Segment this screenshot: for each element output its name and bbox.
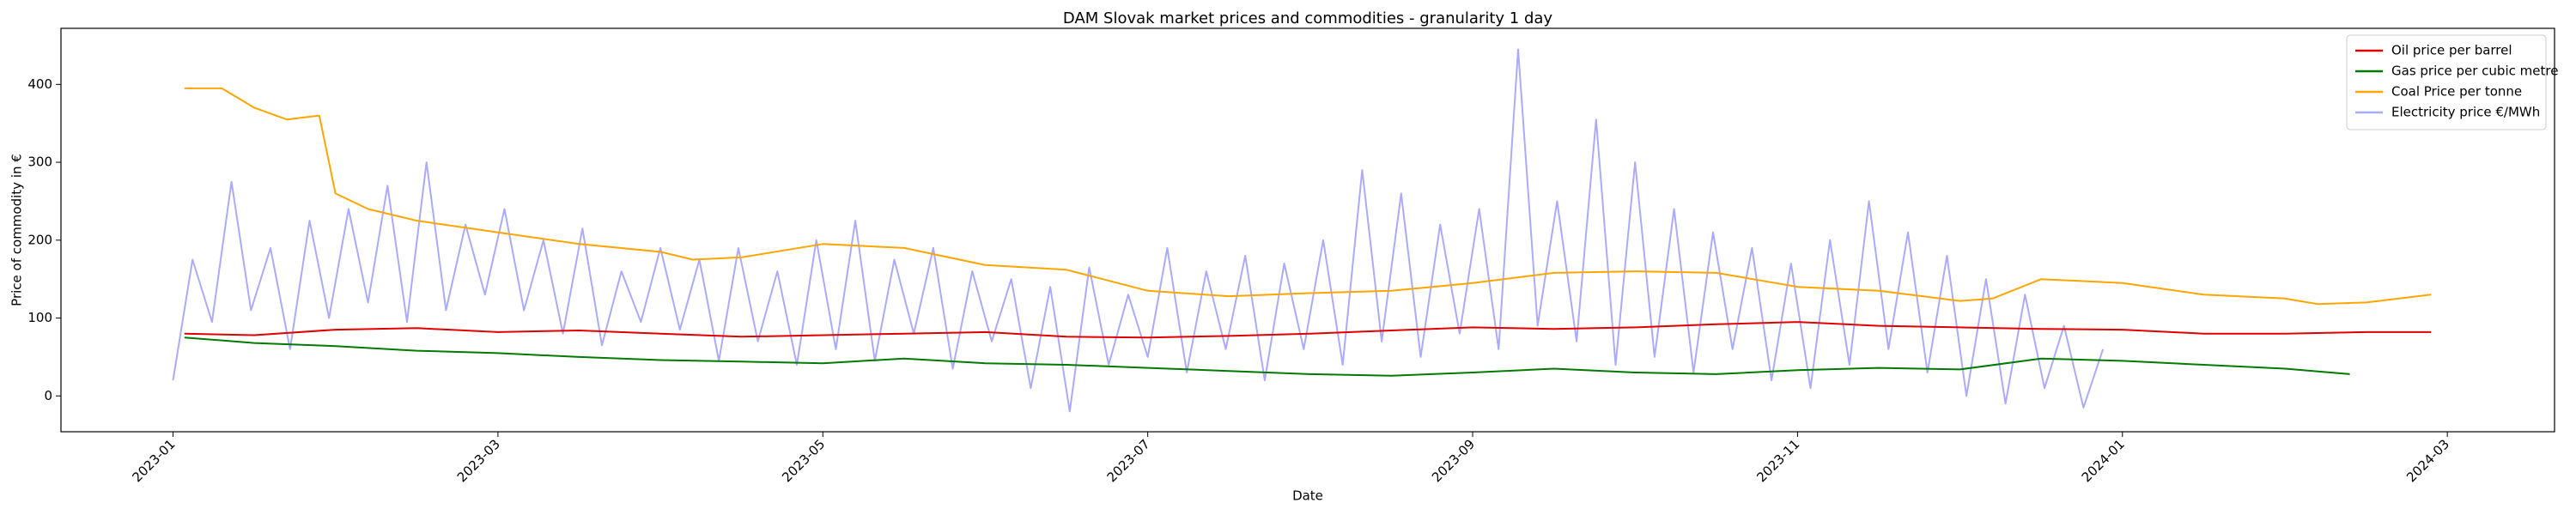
x-axis-label: Date (1292, 488, 1323, 504)
x-tick-label: 2023-11 (1753, 436, 1802, 485)
chart-title: DAM Slovak market prices and commodities… (1063, 9, 1552, 27)
legend-label: Oil price per barrel (2391, 43, 2512, 58)
y-tick-label: 0 (44, 388, 52, 403)
x-tick-label: 2023-03 (454, 436, 503, 485)
x-tick-label: 2023-07 (1104, 436, 1153, 485)
legend-label: Electricity price €/MWh (2391, 105, 2540, 120)
x-tick-label: 2024-03 (2403, 436, 2452, 485)
legend-box (2346, 34, 2547, 130)
y-tick-label: 300 (27, 154, 52, 170)
series-line (184, 87, 2432, 306)
series-line (172, 48, 2105, 413)
legend-label: Coal Price per tonne (2391, 84, 2522, 100)
x-tick-label: 2023-09 (1429, 436, 1478, 485)
x-tick-label: 2024-01 (2079, 436, 2128, 485)
x-tick-label: 2023-01 (129, 436, 178, 485)
series-line (184, 336, 2350, 377)
y-tick-label: 400 (27, 76, 52, 92)
legend-label: Gas price per cubic metre (2391, 64, 2558, 79)
x-tick-label: 2023-05 (779, 436, 828, 485)
plot-frame (60, 27, 2555, 433)
series-line (184, 321, 2432, 339)
y-tick-label: 200 (27, 232, 52, 247)
y-tick-label: 100 (27, 310, 52, 325)
y-axis-label: Price of commodity in € (9, 154, 25, 306)
